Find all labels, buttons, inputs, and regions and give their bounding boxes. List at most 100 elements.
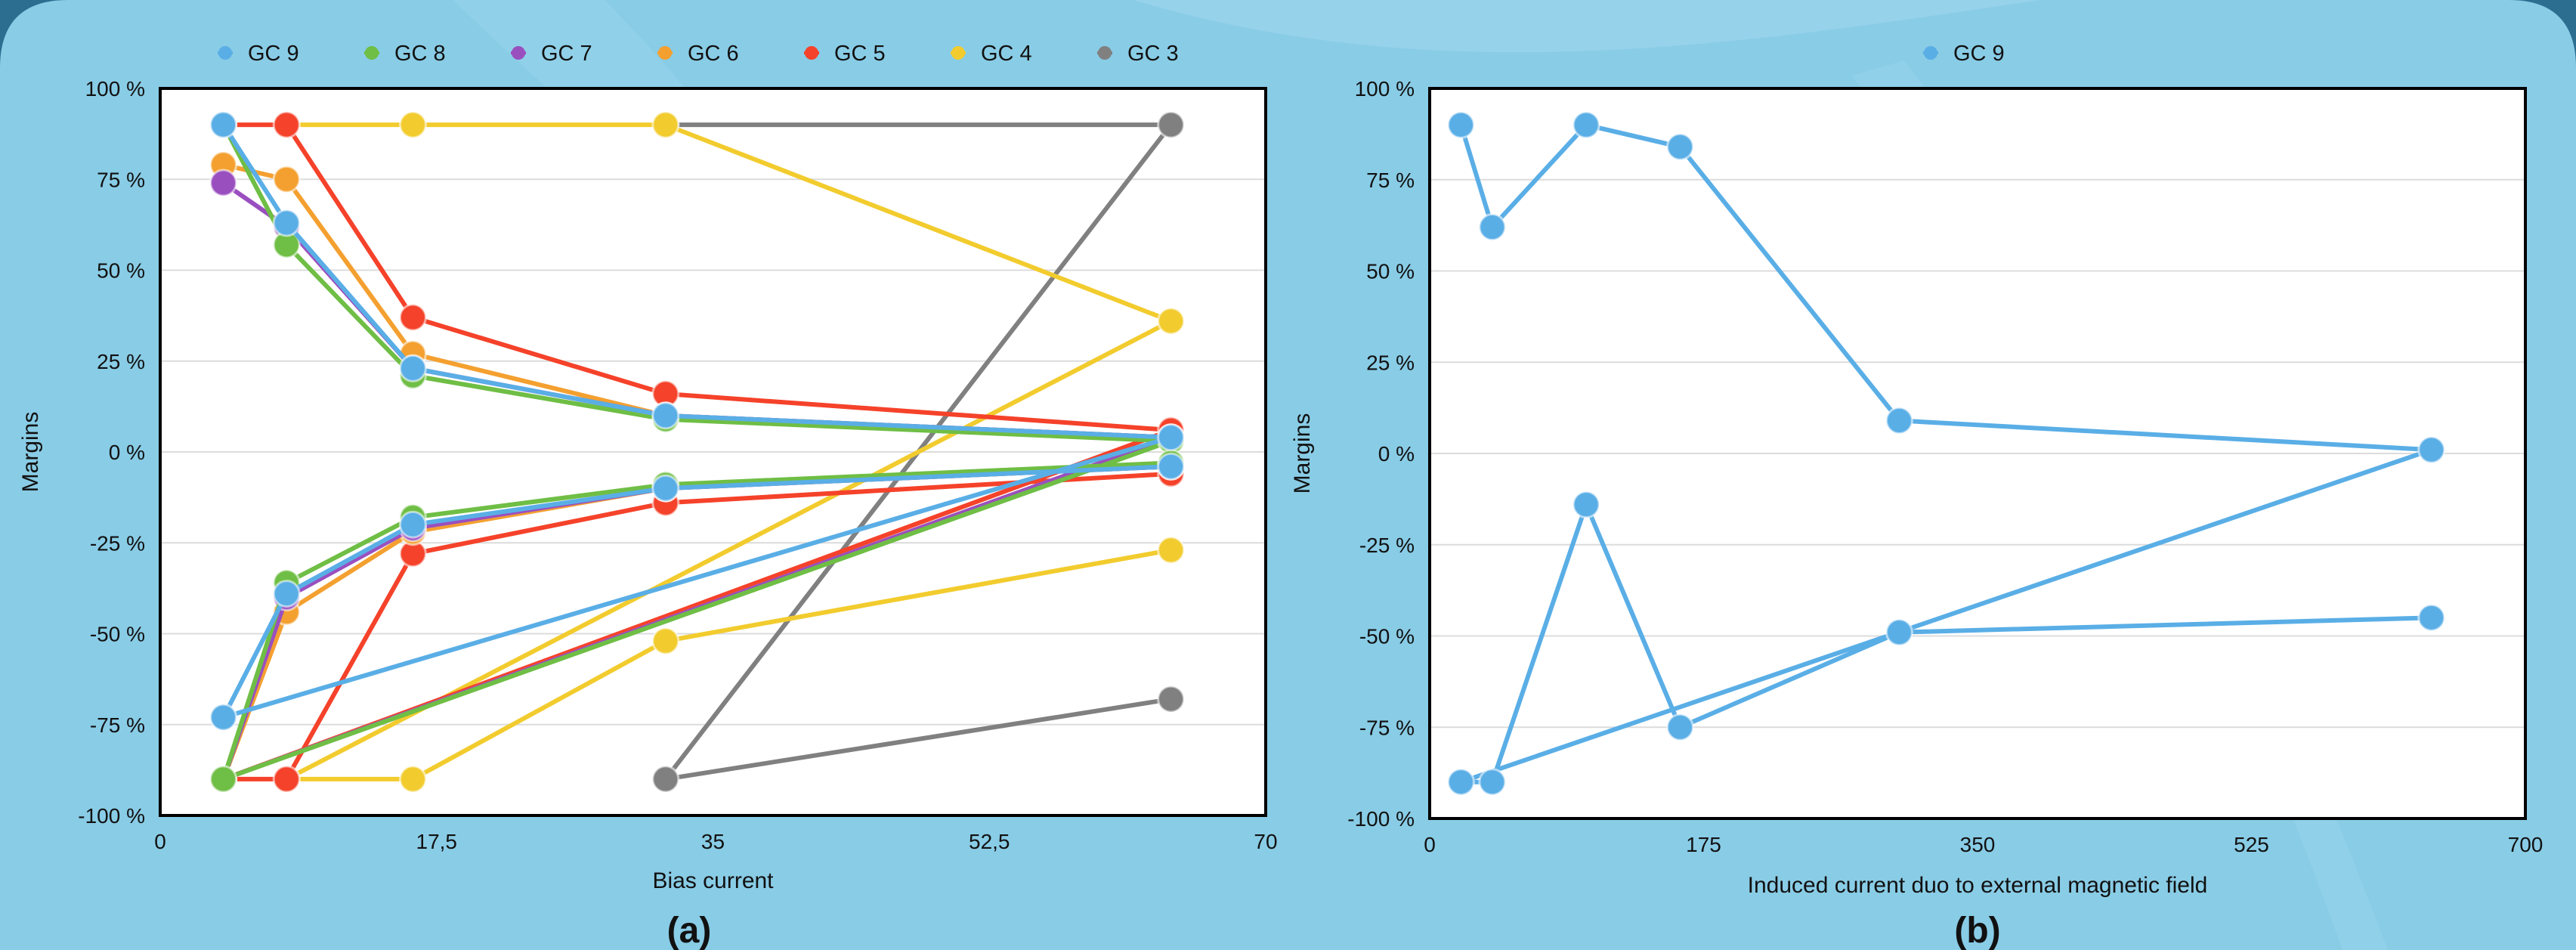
x-tick-label: 35 xyxy=(701,830,725,853)
x-tick-label: 525 xyxy=(2234,833,2269,856)
data-point xyxy=(1157,307,1186,336)
legend-label: GC 4 xyxy=(981,42,1032,66)
data-point xyxy=(209,765,238,794)
x-tick-label: 70 xyxy=(1254,830,1277,853)
data-point xyxy=(1446,768,1475,797)
data-point xyxy=(209,169,238,197)
y-tick-label: 25 % xyxy=(1366,351,1415,374)
legend-label: GC 5 xyxy=(834,42,886,66)
data-point xyxy=(272,209,301,237)
data-point xyxy=(398,510,427,539)
legend-swatch-marker xyxy=(951,46,965,60)
data-point xyxy=(272,165,301,193)
legend-item: GC 9 xyxy=(1923,42,2005,66)
data-point xyxy=(1665,713,1694,741)
y-tick-label: -50 % xyxy=(90,623,145,646)
legend-swatch-marker xyxy=(512,46,525,60)
data-point xyxy=(651,110,680,139)
x-tick-label: 17,5 xyxy=(416,830,458,853)
x-axis-title: Induced current duo to external magnetic… xyxy=(1748,873,2208,898)
data-point xyxy=(272,110,301,139)
plot-border xyxy=(159,87,1267,817)
legend-label: GC 6 xyxy=(688,42,739,66)
y-tick-label: -25 % xyxy=(1359,534,1415,557)
data-point xyxy=(651,627,680,655)
data-point xyxy=(1885,618,1913,647)
data-point xyxy=(1157,536,1186,565)
legend-swatch-marker xyxy=(1098,46,1112,60)
data-point xyxy=(651,765,680,794)
y-tick-label: -75 % xyxy=(90,713,145,737)
y-tick-label: -25 % xyxy=(90,531,145,555)
x-tick-label: 175 xyxy=(1686,833,1721,856)
legend-swatch-marker xyxy=(1924,46,1937,60)
y-tick-label: -75 % xyxy=(1359,716,1415,739)
y-tick-label: 25 % xyxy=(97,350,145,373)
series-line xyxy=(221,122,1174,781)
x-tick-label: 0 xyxy=(1424,833,1436,856)
series-gc-9 xyxy=(209,110,1186,732)
legend-item: GC 6 xyxy=(657,42,739,66)
data-point xyxy=(1478,768,1507,797)
panel-label: (a) xyxy=(667,911,712,950)
legend-item: GC 9 xyxy=(218,42,299,66)
legend-swatch-marker xyxy=(658,46,672,60)
plot-border xyxy=(1428,87,2527,820)
legend-swatch-marker xyxy=(805,46,818,60)
y-tick-label: 50 % xyxy=(97,259,145,283)
data-point xyxy=(2417,435,2446,464)
data-point xyxy=(1157,110,1186,139)
y-tick-label: 75 % xyxy=(97,168,145,191)
series-gc-9 xyxy=(1446,110,2446,797)
legend-item: GC 4 xyxy=(951,42,1032,66)
data-point xyxy=(651,401,680,430)
data-point xyxy=(1885,407,1913,435)
data-point xyxy=(1157,423,1186,452)
data-point xyxy=(209,703,238,732)
data-point xyxy=(209,110,238,139)
legend-item: GC 7 xyxy=(511,42,592,66)
panel-label: (b) xyxy=(1954,911,2000,950)
data-point xyxy=(1446,110,1475,139)
series-line xyxy=(1458,122,2434,784)
x-tick-label: 350 xyxy=(1960,833,1996,856)
legend-label: GC 9 xyxy=(1953,42,2005,66)
x-tick-label: 700 xyxy=(2508,833,2544,856)
series-line xyxy=(221,123,1174,781)
legend-swatch-marker xyxy=(218,46,232,60)
data-point xyxy=(1157,452,1186,481)
y-tick-label: -50 % xyxy=(1359,625,1415,648)
y-axis-title: Margins xyxy=(1290,413,1315,494)
data-point xyxy=(398,354,427,382)
data-point xyxy=(398,110,427,139)
data-point xyxy=(1478,213,1507,242)
series-line xyxy=(284,122,1174,781)
data-point xyxy=(1572,490,1600,519)
background-wave-3 xyxy=(1851,60,2388,950)
legend-swatch-marker xyxy=(365,46,379,60)
series-line xyxy=(221,123,1174,720)
y-tick-label: 100 % xyxy=(1355,77,1415,101)
data-point xyxy=(651,474,680,503)
legend-item: GC 8 xyxy=(364,42,446,66)
chart-panel-b: 100 % 75 % 50 % 25 % 0 % -25 % -50 % -75 % -100 … xyxy=(1290,42,2543,950)
x-axis-title: Bias current xyxy=(652,868,774,893)
y-axis-title: Margins xyxy=(18,412,43,493)
legend-label: GC 7 xyxy=(541,42,592,66)
y-tick-label: 75 % xyxy=(1366,169,1415,192)
chart-panel-a: 100 % 75 % 50 % 25 % 0 % -25 % -50 % -75 % -100 … xyxy=(18,42,1278,950)
data-point xyxy=(398,765,427,794)
legend-item: GC 5 xyxy=(804,42,886,66)
x-tick-label: 52,5 xyxy=(969,830,1010,853)
data-point xyxy=(272,580,301,608)
y-tick-label: 100 % xyxy=(85,77,145,101)
legend-item: GC 3 xyxy=(1097,42,1179,66)
legend-label: GC 8 xyxy=(394,42,446,66)
data-point xyxy=(2417,603,2446,632)
x-tick-label: 0 xyxy=(154,830,166,853)
y-tick-label: 50 % xyxy=(1366,260,1415,283)
data-point xyxy=(1157,685,1186,713)
legend-label: GC 9 xyxy=(248,42,299,66)
y-tick-label: 0 % xyxy=(1378,442,1415,466)
